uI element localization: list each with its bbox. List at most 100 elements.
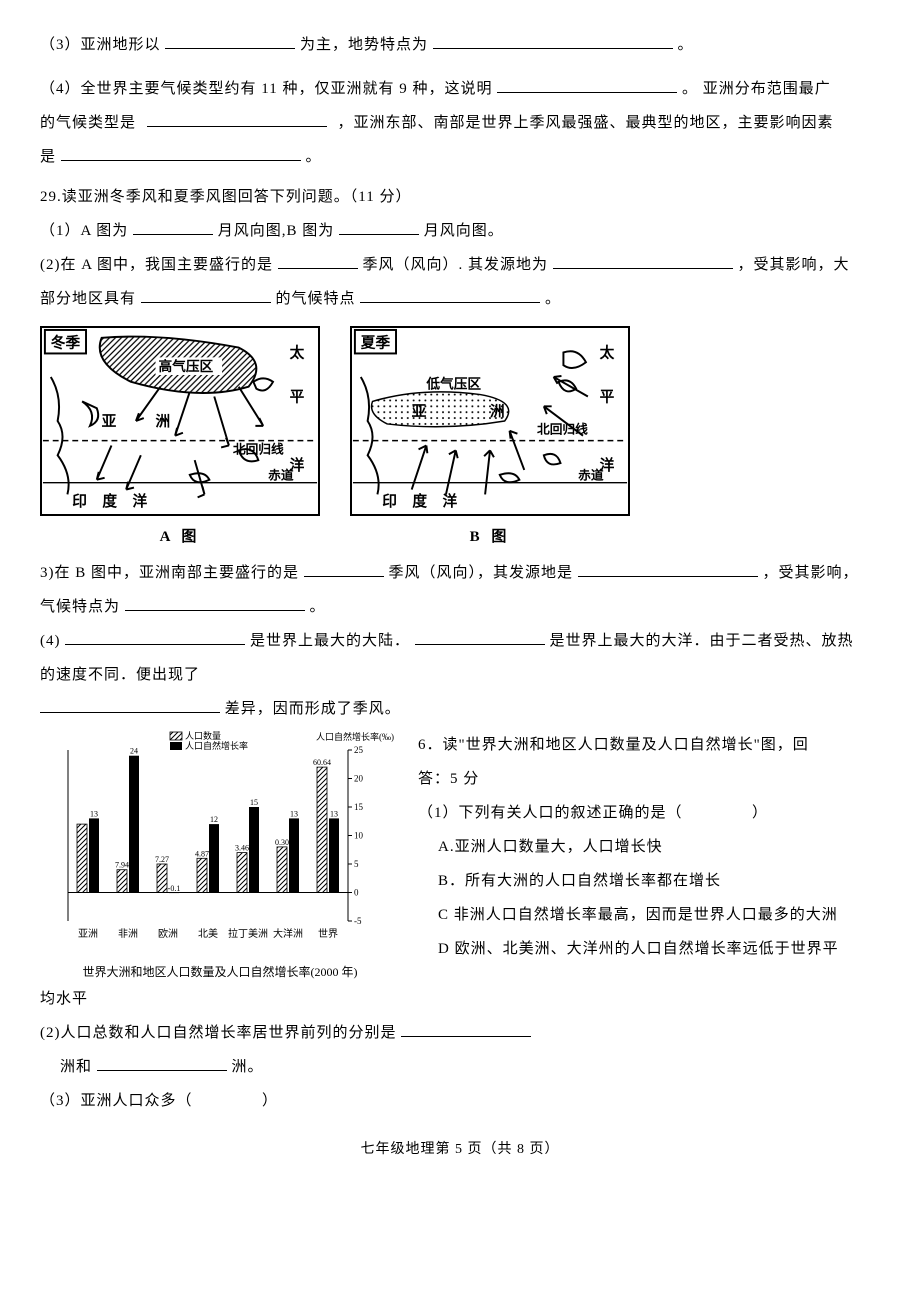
q29-p4-cont2: 差异，因而形成了季风。 <box>40 694 880 724</box>
map-b-label: B 图 <box>470 522 511 552</box>
q6-optD-cont: 均水平 <box>40 984 880 1014</box>
svg-text:夏季: 夏季 <box>360 334 391 352</box>
q29-p1: （1）A 图为 月风向图,B 图为 月风向图。 <box>40 216 880 246</box>
svg-text:人口数量: 人口数量 <box>185 730 221 741</box>
map-b: 夏季 低气压区 亚 洲 太 平 洋 北回归线 赤道 印 度 洋 <box>350 326 630 516</box>
q6-optD[interactable]: D 欧洲、北美洲、大洋州的人口自然增长率远低于世界平 <box>438 934 880 964</box>
svg-text:24: 24 <box>130 747 138 756</box>
q29-p2a: (2)在 A 图中，我国主要盛行的是 <box>40 257 273 273</box>
q29-blank-p3-2[interactable] <box>578 559 758 577</box>
q3-end: 。 <box>678 37 694 53</box>
svg-text:0: 0 <box>354 888 359 898</box>
q6-block: 6．读"世界大洲和地区人口数量及人口自然增长"图，回 答：5 分 （1）下列有关… <box>418 730 880 968</box>
q29-blank-p2-4[interactable] <box>360 285 540 303</box>
chart-caption: 世界大洲和地区人口数量及人口自然增长率(2000 年) <box>40 960 400 984</box>
q29-blank-p2-1[interactable] <box>278 251 358 269</box>
svg-text:赤道: 赤道 <box>268 468 294 483</box>
q29-blank-p1-1[interactable] <box>133 217 213 235</box>
svg-text:15: 15 <box>354 802 364 812</box>
q4-l3b: 。 <box>306 149 322 165</box>
svg-text:洲: 洲 <box>490 403 505 420</box>
q29-p1c: 月风向图。 <box>424 223 504 239</box>
q6-p2-cont: 洲和 洲。 <box>60 1052 880 1082</box>
svg-text:20: 20 <box>354 774 364 784</box>
q4-blank1[interactable] <box>497 75 677 93</box>
svg-text:平: 平 <box>600 388 615 405</box>
svg-text:7.27: 7.27 <box>155 855 169 864</box>
q6-p3a: （3）亚洲人口众多（ <box>40 1093 193 1109</box>
q6-optB[interactable]: B．所有大洲的人口自然增长率都在增长 <box>438 866 880 896</box>
q4-line1: （4）全世界主要气候类型约有 11 种，仅亚洲就有 9 种，这说明 。 亚洲分布… <box>40 74 880 104</box>
q6-p2c: 洲。 <box>232 1059 264 1075</box>
q4-l2a: 的气候类型是 <box>40 115 136 131</box>
q29-blank-p3-3[interactable] <box>125 593 305 611</box>
svg-text:13: 13 <box>90 809 98 818</box>
svg-text:15: 15 <box>250 798 258 807</box>
q6-p1-text: （1）下列有关人口的叙述正确的是（ <box>418 805 683 821</box>
q29-blank-p1-2[interactable] <box>339 217 419 235</box>
svg-text:太: 太 <box>600 343 615 361</box>
q6-p2: (2)人口总数和人口自然增长率居世界前列的分别是 <box>40 1018 880 1048</box>
q29-p2d: 部分地区具有 <box>40 291 136 307</box>
svg-text:亚: 亚 <box>102 413 117 430</box>
q3-blank1[interactable] <box>165 31 295 49</box>
q29-blank-p4-2[interactable] <box>415 627 545 645</box>
q3-blank2[interactable] <box>433 31 673 49</box>
q4-l1b: 。 亚洲分布范围最广 <box>682 81 831 97</box>
chart-q6-row: 人口数量人口自然增长率人口自然增长率(‰)-5051015202513亚洲7.9… <box>40 730 880 984</box>
population-chart: 人口数量人口自然增长率人口自然增长率(‰)-5051015202513亚洲7.9… <box>40 730 400 945</box>
q3-prefix: （3）亚洲地形以 <box>40 37 161 53</box>
svg-text:北美: 北美 <box>198 927 218 940</box>
svg-text:12: 12 <box>210 815 218 824</box>
q29-p4e: 差异，因而形成了季风。 <box>225 701 401 717</box>
svg-text:亚洲: 亚洲 <box>78 928 98 940</box>
q29-p4b: 是世界上最大的大陆． <box>250 633 410 649</box>
q29-p3b: 季风（风向），其发源地是 <box>389 565 574 581</box>
q29-p3: 3)在 B 图中，亚洲南部主要盛行的是 季风（风向），其发源地是 ，受其影响， <box>40 558 880 588</box>
svg-text:低气压区: 低气压区 <box>425 376 481 392</box>
svg-text:0.30: 0.30 <box>275 838 289 847</box>
q6-optC[interactable]: C 非洲人口自然增长率最高，因而是世界人口最多的大洲 <box>438 900 880 930</box>
q3-mid: 为主，地势特点为 <box>300 37 428 53</box>
svg-text:亚: 亚 <box>412 403 427 420</box>
q29-blank-p4-1[interactable] <box>65 627 245 645</box>
q4-l2b: ，亚洲东部、南部是世界上季风最强盛、最典型的地区，主要影响因素 <box>338 115 834 131</box>
q4-blank2[interactable] <box>147 109 327 127</box>
q29-p2c: ，受其影响，大 <box>738 257 850 273</box>
q29-p1b: 月风向图,B 图为 <box>218 223 335 239</box>
svg-text:冬季: 冬季 <box>51 334 81 352</box>
svg-text:欧洲: 欧洲 <box>158 928 178 940</box>
svg-text:7.94: 7.94 <box>115 861 129 870</box>
svg-text:世界: 世界 <box>318 928 338 940</box>
q6-p3: （3）亚洲人口众多（ ） <box>40 1086 880 1116</box>
q6-optA[interactable]: A.亚洲人口数量大，人口增长快 <box>438 832 880 862</box>
q6-p3b: ） <box>262 1093 278 1109</box>
svg-text:3.46: 3.46 <box>235 844 249 853</box>
q4-line3: 是 。 <box>40 142 880 172</box>
q29-blank-p3-1[interactable] <box>304 559 384 577</box>
q29-p3a: 3)在 B 图中，亚洲南部主要盛行的是 <box>40 565 299 581</box>
svg-text:13: 13 <box>330 809 338 818</box>
q29-p3e: 。 <box>310 599 326 615</box>
svg-text:印 度 洋: 印 度 洋 <box>382 492 463 510</box>
q29-p2b-line: 部分地区具有 的气候特点 。 <box>40 284 880 314</box>
svg-text:太: 太 <box>290 343 305 361</box>
q6-title2: 答：5 分 <box>418 764 880 794</box>
map-a-label: A 图 <box>160 522 201 552</box>
q6-blank-p2-1[interactable] <box>401 1019 531 1037</box>
svg-text:大洋洲: 大洋洲 <box>273 927 303 940</box>
q29-blank-p4-3[interactable] <box>40 695 220 713</box>
svg-text:印 度 洋: 印 度 洋 <box>72 492 153 510</box>
q29-blank-p2-2[interactable] <box>553 251 733 269</box>
q29-p1a: （1）A 图为 <box>40 223 128 239</box>
q29-p4: (4) 是世界上最大的大陆． 是世界上最大的大洋．由于二者受热、放热 <box>40 626 880 656</box>
svg-text:10: 10 <box>354 831 364 841</box>
chart-block: 人口数量人口自然增长率人口自然增长率(‰)-5051015202513亚洲7.9… <box>40 730 400 984</box>
q4-blank3[interactable] <box>61 143 301 161</box>
q6-p2b: 洲和 <box>60 1059 92 1075</box>
q29-blank-p2-3[interactable] <box>141 285 271 303</box>
map-a: 冬季 高气压区 亚 洲 太 平 洋 北回归线 赤道 印 度 洋 <box>40 326 320 516</box>
q4-l1a: （4）全世界主要气候类型约有 11 种，仅亚洲就有 9 种，这说明 <box>40 81 492 97</box>
q6-blank-p2-2[interactable] <box>97 1053 227 1071</box>
q29-title: 29.读亚洲冬季风和夏季风图回答下列问题。（11 分） <box>40 182 880 212</box>
